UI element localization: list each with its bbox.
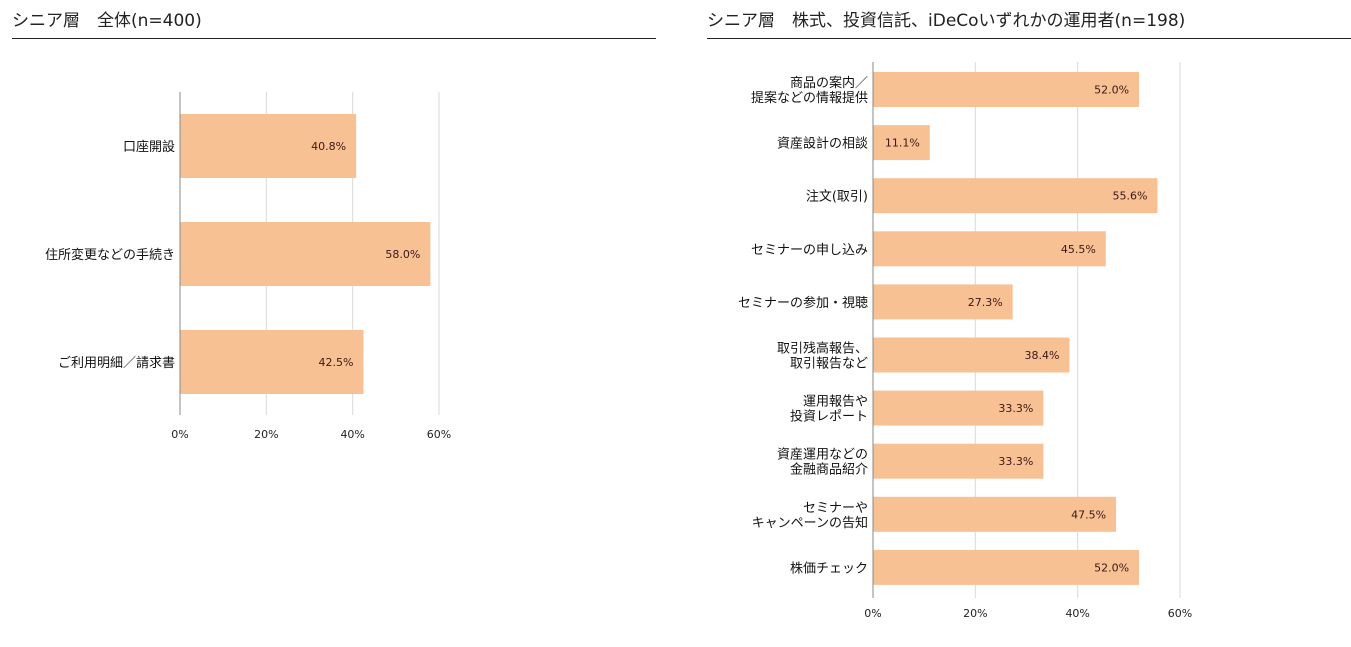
left-x-tick-label: 0% — [171, 428, 188, 441]
right-x-tick-label: 60% — [1168, 607, 1192, 620]
left-value-label: 42.5% — [319, 356, 354, 369]
right-title-rule — [707, 38, 1351, 39]
right-category-label-line: 資産運用などの — [777, 447, 868, 463]
right-bar — [873, 549, 1140, 585]
right-category-label: セミナーの申し込み — [751, 243, 868, 258]
right-category-label-line: 投資レポート — [790, 409, 868, 425]
right-category-label: 資産運用などの金融商品紹介 — [777, 447, 868, 478]
right-x-tick-label: 20% — [963, 607, 987, 620]
right-category-label-line: 金融商品紹介 — [790, 462, 868, 478]
right-bar — [873, 72, 1140, 107]
right-value-label: 45.5% — [1061, 243, 1096, 256]
right-category-label-line: セミナーや — [803, 501, 868, 516]
right-value-label: 11.1% — [885, 137, 920, 150]
right-category-label-line: 注文(取引) — [806, 190, 868, 205]
right-category-label: 商品の案内／提案などの情報提供 — [751, 75, 868, 106]
left-bar — [180, 222, 431, 286]
right-x-tick-label: 0% — [864, 607, 881, 620]
left-bar — [180, 330, 364, 394]
right-category-label-line: 株価チェック — [790, 561, 868, 576]
right-value-label: 55.6% — [1113, 190, 1148, 203]
left-value-label: 58.0% — [385, 248, 420, 261]
right-category-label-line: 運用報告や — [803, 395, 868, 410]
left-x-tick-label: 40% — [340, 428, 364, 441]
left-category-label-line: 口座開設 — [123, 139, 175, 155]
right-category-label-line: セミナーの参加・視聴 — [738, 295, 868, 311]
left-x-tick-label: 60% — [427, 428, 451, 441]
left-category-label-line: ご利用明細／請求書 — [58, 355, 175, 371]
right-category-label: 資産設計の相談 — [777, 136, 868, 152]
right-value-label: 33.3% — [998, 455, 1033, 468]
left-category-label: ご利用明細／請求書 — [58, 355, 175, 371]
right-category-label: セミナーやキャンペーンの告知 — [752, 501, 868, 531]
right-category-label: 株価チェック — [790, 561, 868, 576]
right-category-label-line: キャンペーンの告知 — [752, 515, 868, 531]
right-bar — [873, 125, 930, 161]
right-value-label: 33.3% — [998, 402, 1033, 415]
left-category-label-line: 住所変更などの手続き — [45, 247, 175, 263]
right-category-label: 運用報告や投資レポート — [790, 395, 868, 425]
left-value-label: 40.8% — [311, 140, 346, 153]
right-x-tick-label: 40% — [1065, 607, 1089, 620]
right-category-label-line: 資産設計の相談 — [777, 136, 868, 152]
right-bar — [873, 443, 1044, 479]
right-value-label: 52.0% — [1094, 84, 1129, 97]
right-category-label-line: 取引残高報告、 — [777, 341, 868, 357]
left-category-label: 住所変更などの手続き — [45, 247, 175, 263]
right-bar — [873, 231, 1106, 267]
right-value-label: 38.4% — [1025, 349, 1060, 362]
right-bar — [873, 284, 1013, 320]
left-bar — [180, 114, 357, 178]
left-title-rule — [12, 38, 656, 39]
right-category-label: セミナーの参加・視聴 — [738, 295, 868, 311]
right-category-label: 注文(取引) — [806, 190, 868, 205]
right-chart-title: シニア層 株式、投資信託、iDeCoいずれかの運用者(n=198) — [707, 11, 1186, 31]
right-value-label: 47.5% — [1071, 508, 1106, 521]
right-value-label: 27.3% — [968, 296, 1003, 309]
right-category-label-line: 商品の案内／ — [790, 75, 868, 91]
right-value-label: 52.0% — [1094, 561, 1129, 574]
right-bar — [873, 496, 1117, 532]
right-category-label-line: セミナーの申し込み — [751, 243, 868, 258]
right-bar — [873, 337, 1070, 373]
right-category-label-line: 取引報告など — [790, 357, 868, 372]
right-bar — [873, 390, 1044, 426]
right-bar — [873, 178, 1158, 214]
left-x-tick-label: 20% — [254, 428, 278, 441]
right-category-label: 取引残高報告、取引報告など — [777, 341, 868, 372]
left-category-label: 口座開設 — [123, 139, 175, 155]
right-category-label-line: 提案などの情報提供 — [751, 90, 868, 106]
left-chart-title: シニア層 全体(n=400) — [12, 11, 202, 31]
